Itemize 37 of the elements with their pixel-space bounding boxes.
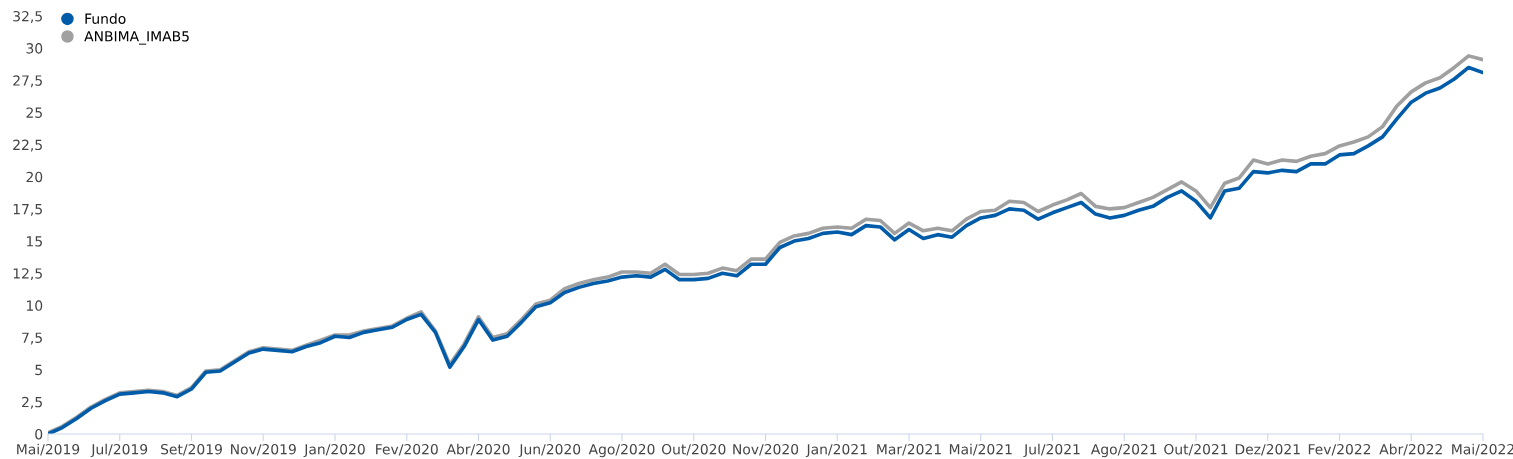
y-tick-label: 22,5 (13, 139, 42, 152)
x-tick-label: Fev/2020 (376, 443, 438, 456)
y-tick-label: 7,5 (22, 332, 42, 345)
legend-label: Fundo (85, 13, 126, 24)
x-tick-label: Mai/2019 (17, 443, 80, 456)
y-tick-label: 2,5 (22, 396, 42, 409)
x-tick-label: Jul/2019 (90, 443, 148, 458)
y-tick-label: 15 (26, 236, 42, 247)
legend-label: ANBIMA_IMAB5 (84, 31, 189, 45)
y-tick-label: 5 (35, 364, 42, 376)
x-tick-label: Set/2019 (161, 443, 222, 456)
y-tick-label: 30 (26, 43, 43, 54)
y-tick-label: 27,5 (13, 75, 42, 88)
x-tick-label: Mar/2021 (877, 443, 941, 456)
y-tick-label: 10 (26, 300, 43, 311)
y-tick-label: 32,5 (13, 10, 42, 23)
x-tick-label: Mai/2022 (1452, 443, 1513, 456)
y-tick-label: 17,5 (13, 204, 42, 216)
x-tick-label: Nov/2020 (733, 443, 799, 456)
x-tick-label: Out/2020 (661, 443, 726, 456)
y-tick-label: 12,5 (13, 268, 42, 281)
x-tick-label: Abr/2020 (446, 443, 510, 456)
x-tick-label: Jul/2021 (1023, 443, 1080, 458)
x-tick-label: Ago/2021 (1090, 443, 1157, 458)
y-tick-label: 25 (26, 107, 42, 118)
x-tick-label: Abr/2022 (1379, 443, 1442, 456)
y-tick-label: 0 (35, 428, 43, 440)
x-tick-label: Jan/2020 (303, 443, 365, 458)
x-tick-label: Nov/2019 (231, 443, 296, 456)
x-tick-label: Fev/2022 (1308, 443, 1371, 456)
x-tick-label: Jan/2021 (805, 443, 867, 458)
x-tick-label: Ago/2020 (588, 443, 655, 458)
x-tick-label: Mai/2021 (949, 443, 1012, 456)
x-tick-label: Jun/2020 (518, 443, 581, 458)
x-tick-label: Dez/2021 (1235, 443, 1300, 456)
x-tick-label: Out/2021 (1164, 443, 1228, 456)
y-tick-label: 20 (26, 171, 43, 183)
